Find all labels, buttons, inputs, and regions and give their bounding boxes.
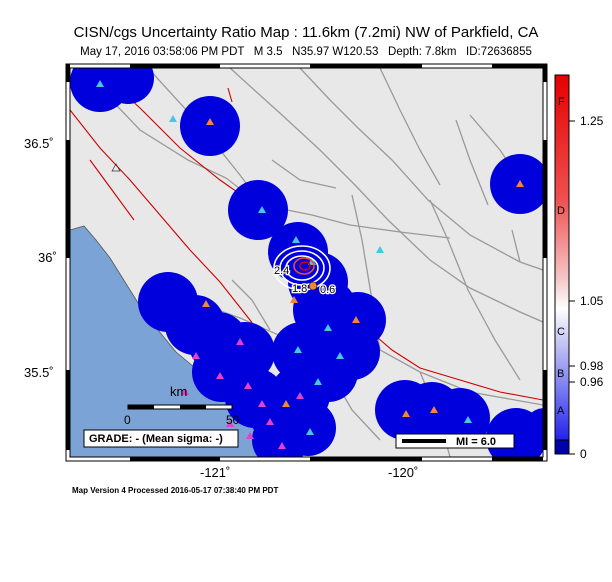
- grade-box: GRADE: - (Mean sigma: -): [83, 429, 239, 448]
- map-area: 2.4 1.8 0.6 km 0 50 GRADE: - (Mean sigma…: [70, 68, 543, 457]
- colorbar-grade-c: C: [557, 326, 565, 338]
- epicenter-marker: [308, 281, 318, 291]
- contour-labels: 2.4 1.8 0.6: [273, 264, 337, 298]
- colorbar-grade-a: A: [557, 405, 565, 417]
- scalebar-end: 50: [226, 413, 240, 427]
- mi-legend-box: MI = 6.0: [395, 433, 515, 449]
- lon-label-120: -120˚: [388, 465, 419, 480]
- map-frame: [65, 63, 548, 462]
- lat-label-35-5: 35.5˚: [24, 365, 54, 380]
- lon-label-121: -121˚: [200, 465, 231, 480]
- colorbar-value-4: 0.96: [580, 375, 604, 389]
- stations: [96, 80, 524, 449]
- colorbar-value-5: 0: [580, 447, 587, 461]
- colorbar-grade-d: D: [557, 205, 565, 217]
- colorbar-value-3: 0.98: [580, 359, 604, 373]
- colorbar-grade-f: F: [558, 96, 565, 108]
- colorbar-value-2: 1.05: [580, 294, 604, 308]
- map-footer: Map Version 4 Processed 2016-05-17 07:38…: [72, 486, 279, 495]
- colorbar: [554, 74, 575, 455]
- grade-text: GRADE: - (Mean sigma: -): [89, 433, 223, 445]
- uncertainty-blobs: [70, 68, 543, 457]
- scale-bar: km 0 50: [124, 384, 240, 427]
- map-subtitle: May 17, 2016 03:58:06 PM PDT M 3.5 N35.9…: [80, 46, 532, 58]
- colorbar-grade-b: B: [557, 368, 565, 380]
- contours: [273, 245, 331, 291]
- scalebar-title: km: [170, 384, 187, 399]
- contour-label-c: 0.6: [320, 284, 335, 296]
- lat-label-36-5: 36.5˚: [24, 136, 54, 151]
- scalebar-start: 0: [124, 413, 131, 427]
- lat-label-36: 36˚: [38, 250, 57, 265]
- contour-label-b: 1.8: [292, 283, 307, 295]
- contour-label-a: 2.4: [274, 265, 289, 277]
- map-title: CISN/cgs Uncertainty Ratio Map : 11.6km …: [73, 24, 539, 41]
- mi-text: MI = 6.0: [456, 436, 496, 448]
- colorbar-value-1: 1.25: [580, 114, 604, 128]
